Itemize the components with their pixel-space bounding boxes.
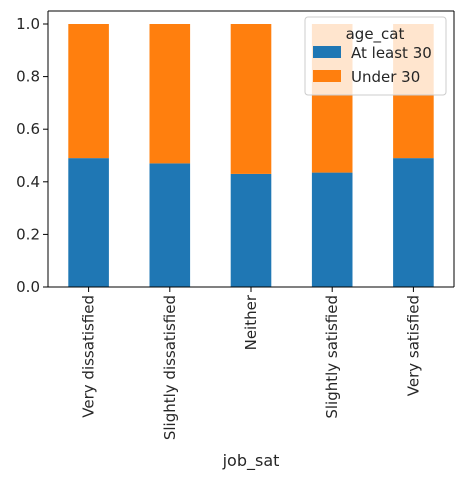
- legend-swatch-under-30: [313, 70, 341, 82]
- y-tick-label: 1.0: [16, 15, 40, 33]
- x-tick-label: Very satisfied: [404, 295, 422, 396]
- legend-label-at-least-30: At least 30: [351, 44, 432, 62]
- bar-at-least-30-2: [230, 173, 272, 287]
- legend-label-under-30: Under 30: [351, 68, 420, 86]
- x-ticks: Very dissatisfied Slightly dissatisfied Ne…: [80, 287, 422, 440]
- y-tick-label: 0.0: [16, 278, 40, 296]
- bar-under-30-1: [149, 24, 191, 164]
- legend-swatch-at-least-30: [313, 46, 341, 58]
- bar-at-least-30-3: [311, 172, 353, 287]
- legend: age_cat At least 30 Under 30: [304, 16, 447, 96]
- bar-at-least-30-1: [149, 163, 191, 287]
- x-tick-label: Slightly satisfied: [323, 295, 341, 419]
- y-tick-label: 0.4: [16, 173, 40, 191]
- x-axis-label: job_sat: [222, 451, 280, 471]
- y-tick-label: 0.8: [16, 68, 40, 86]
- bar-under-30-2: [230, 24, 272, 174]
- bar-under-30-0: [68, 24, 109, 159]
- plot-area: [68, 24, 434, 287]
- x-tick-label: Neither: [242, 294, 260, 350]
- bar-at-least-30-4: [393, 158, 434, 287]
- y-tick-label: 0.2: [16, 225, 40, 243]
- y-tick-label: 0.6: [16, 120, 40, 138]
- x-tick-label: Very dissatisfied: [80, 295, 98, 418]
- bar-at-least-30-0: [68, 158, 109, 287]
- legend-title: age_cat: [346, 25, 405, 44]
- y-ticks: 0.0 0.2 0.4 0.6 0.8 1.0: [16, 15, 48, 296]
- x-tick-label: Slightly dissatisfied: [161, 295, 179, 440]
